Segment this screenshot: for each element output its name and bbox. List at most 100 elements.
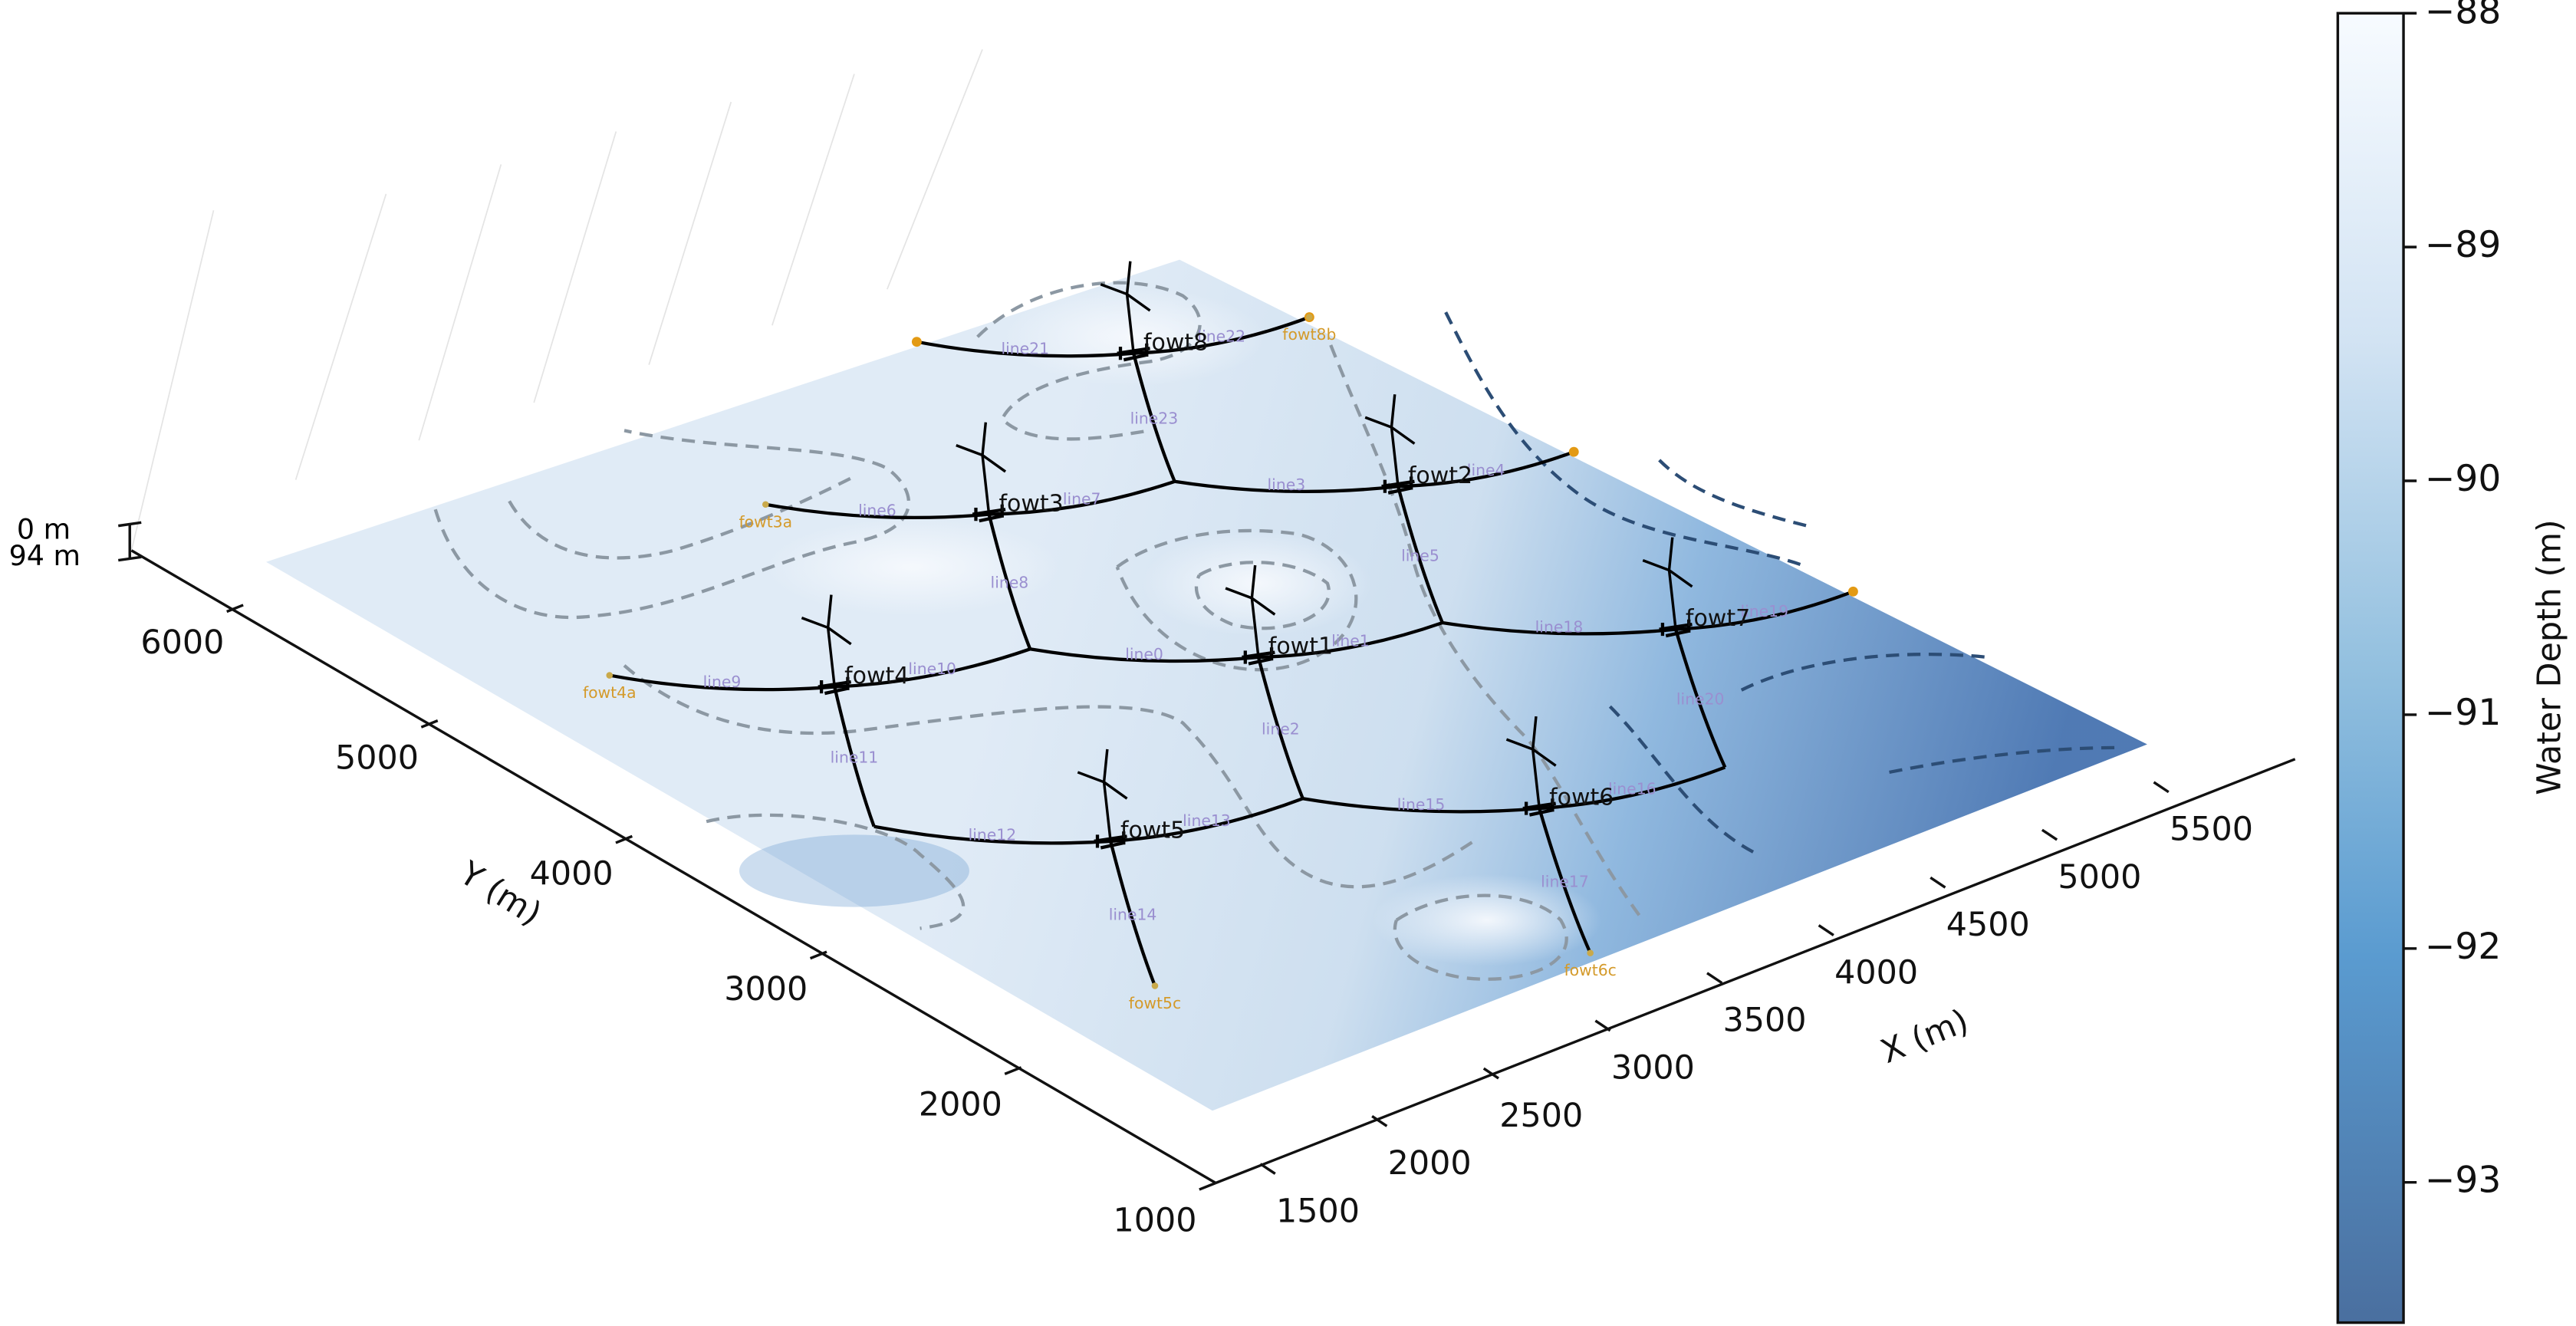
x-tick-label: 5500 [2170,811,2253,849]
line-label: line8 [991,574,1029,592]
line-label: line20 [1676,690,1725,709]
turbine-label: fowt4 [844,663,909,689]
colorbar-tick-label: −90 [2425,458,2501,500]
y-tick [420,719,439,729]
turbine-tower [1225,564,1276,658]
mooring-line [765,502,989,520]
line-label: line14 [1109,905,1157,923]
x-tick [1594,1019,1611,1032]
turbine-tower [1077,749,1128,842]
surface-highlights [739,288,1602,966]
line-label: line21 [1001,339,1049,357]
mooring-line [916,340,1134,358]
line-label: line1 [1331,632,1370,650]
mooring-line [1132,353,1176,482]
mooring-line [873,824,1111,845]
turbine-tower [1100,261,1151,354]
line-label: line2 [1262,719,1300,738]
z-top-label: 0 m [17,513,71,546]
line-label: line16 [1608,779,1656,798]
line-label: line18 [1535,617,1584,636]
y-tick [1004,1066,1022,1075]
anchor-point [1587,949,1594,956]
y-tick-label: 6000 [140,624,224,662]
line-label: line3 [1268,475,1306,494]
depth-contours [433,281,2120,981]
line-label: line0 [1125,645,1163,663]
z-bottom-label: 94 m [9,539,81,572]
line-label: line23 [1130,409,1179,427]
back-grid [130,49,983,551]
x-tick-label: 2000 [1388,1144,1472,1183]
anchor-label: fowt3a [739,512,792,531]
mooring-line [1674,628,1727,768]
y-tick-label: 4000 [530,854,614,893]
mooring-line [987,514,1032,650]
line-label: line7 [1063,489,1101,508]
turbine-tower [1505,716,1557,809]
turbine-tower [1364,394,1416,487]
anchor-point [1306,314,1313,321]
turbine-tower [1642,537,1693,630]
y-tick-label: 2000 [919,1086,1002,1124]
line-label: line5 [1401,546,1439,564]
x-tick [1930,876,1946,889]
anchor-label: fowt4a [583,683,637,702]
line-label: line11 [831,749,879,767]
anchor-point [762,501,769,508]
anchor-label: fowt5c [1129,994,1181,1012]
turbine-tower [801,594,852,687]
line-label: line15 [1397,795,1446,814]
x-tick [1482,1067,1499,1080]
mooring-line [834,647,1031,689]
line-label: line22 [1197,327,1245,345]
x-axis-label: X (m) [1876,1002,1974,1071]
x-tick [1259,1163,1276,1175]
mooring-line [1675,590,1854,631]
axes [117,521,2296,1191]
colorbar-tick-label: −88 [2425,0,2501,32]
turbine-label: fowt7 [1686,605,1750,632]
colorbar-tick-label: −91 [2425,692,2501,734]
mooring-line [1110,797,1304,844]
line-label: line13 [1183,811,1231,830]
line-label: line4 [1467,461,1505,479]
mooring-line [833,686,876,828]
line-label: line9 [703,673,742,691]
mooring-line [1442,620,1676,636]
turbine-label: fowt2 [1408,462,1472,489]
turbine-label: fowt8 [1143,329,1208,356]
turbine-label: fowt1 [1268,633,1333,660]
mooring-line [1539,765,1726,811]
colorbar [2336,12,2405,1324]
colorbar-tick-label: −89 [2425,224,2501,266]
mooring-line [1133,315,1311,355]
line-label: line12 [969,825,1017,844]
y-tick [226,604,244,614]
anchor-point [1847,586,1858,597]
mooring-line [609,673,835,692]
mooring-line [1258,620,1443,660]
mooring-system: line21 line22 line23 line6 line7 line3 line4 li… [583,261,1858,1012]
line-label: line10 [908,660,956,678]
mooring-line [1397,450,1574,489]
anchor-point [606,672,614,679]
mooring-line [1029,647,1259,663]
y-tick [809,950,827,960]
colorbar-tick-label: −93 [2425,1160,2501,1202]
mooring-line [989,479,1176,516]
anchor-point [911,337,922,347]
x-tick-label: 1500 [1276,1192,1360,1230]
line-label: line6 [858,501,897,519]
x-tick [2153,781,2170,794]
x-tick [1818,924,1834,936]
x-tick [1371,1114,1388,1127]
turbine-label: fowt5 [1120,818,1185,844]
mooring-line [1174,479,1399,494]
mooring-line [1302,797,1540,814]
y-tick [615,834,633,844]
x-tick-label: 3000 [1611,1049,1695,1087]
mooring-line [1109,841,1156,987]
x-tick-label: 3500 [1722,1002,1806,1040]
y-tick-label: 3000 [724,970,808,1008]
